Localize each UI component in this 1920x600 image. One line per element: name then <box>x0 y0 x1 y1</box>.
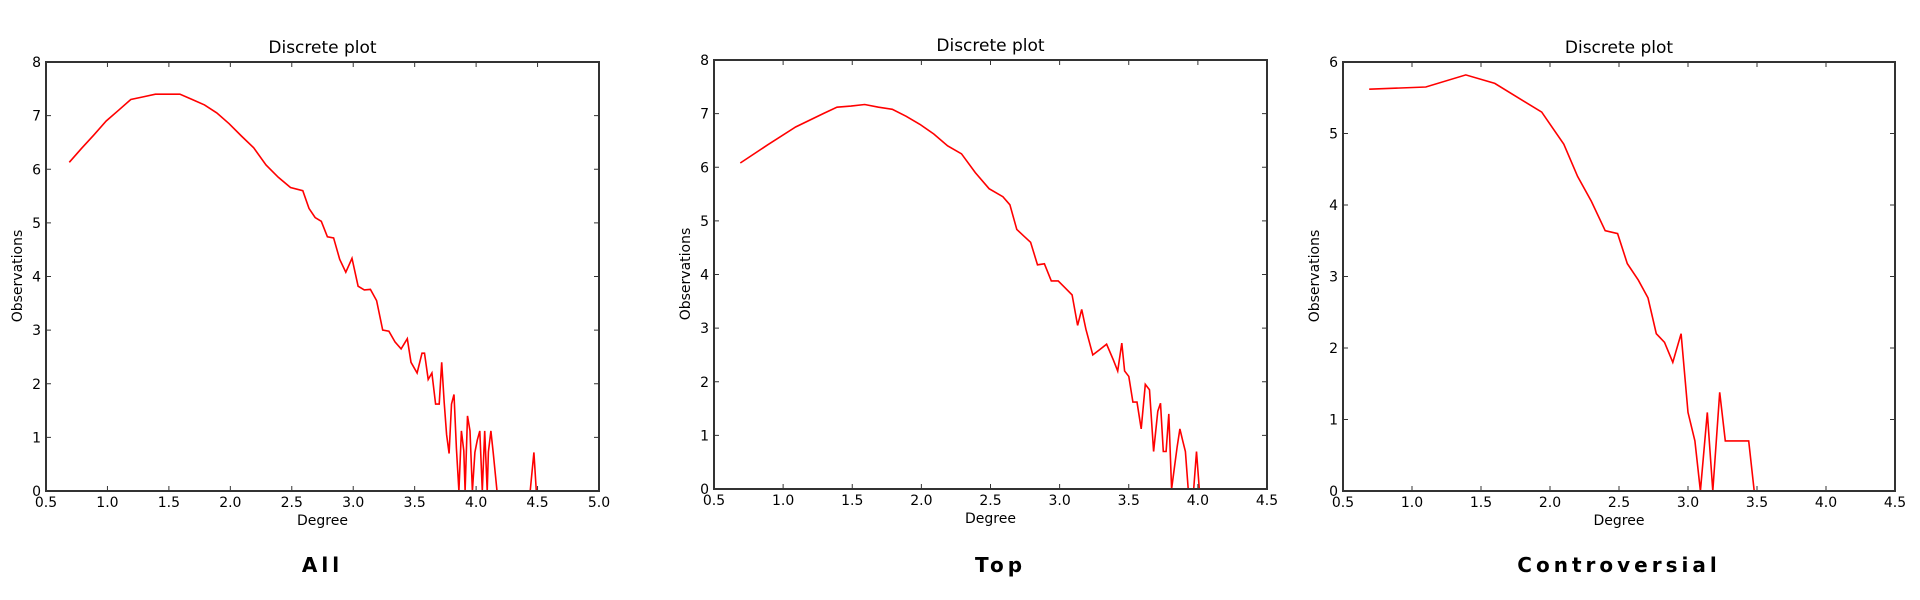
x-tick-label: 0.5 <box>35 495 57 511</box>
x-tick-label: 3.5 <box>1746 495 1768 511</box>
x-tick-label: 4.5 <box>1256 493 1278 509</box>
x-tick-label: 3.0 <box>1048 493 1070 509</box>
y-tick-label: 6 <box>700 160 709 176</box>
y-tick-label: 5 <box>700 214 709 230</box>
x-tick-label: 1.0 <box>96 495 118 511</box>
data-line <box>68 93 599 492</box>
y-tick-label: 4 <box>32 270 41 286</box>
y-tick-label: 1 <box>700 428 709 444</box>
caption-controversial: Controversial <box>1517 553 1721 577</box>
x-tick-label: 3.0 <box>342 495 364 511</box>
y-tick-label: 2 <box>32 377 41 393</box>
x-tick-label: 4.5 <box>526 495 548 511</box>
x-tick-label: 2.0 <box>219 495 241 511</box>
y-tick-label: 1 <box>1329 413 1338 429</box>
y-tick-label: 7 <box>700 107 709 123</box>
x-tick-label: 1.5 <box>1470 495 1492 511</box>
x-axis-label: Degree <box>965 511 1016 527</box>
y-tick-label: 3 <box>32 323 41 339</box>
x-tick-label: 1.5 <box>841 493 863 509</box>
x-tick-label: 4.0 <box>465 495 487 511</box>
y-tick-label: 0 <box>32 484 41 500</box>
y-tick-label: 3 <box>1329 270 1338 286</box>
y-tick-label: 5 <box>1329 127 1338 143</box>
chart-title: Discrete plot <box>1564 38 1674 58</box>
x-axis-label: Degree <box>297 513 348 529</box>
y-tick-label: 4 <box>700 268 709 284</box>
x-tick-label: 1.0 <box>1401 495 1423 511</box>
x-tick-label: 1.5 <box>158 495 180 511</box>
y-tick-label: 2 <box>700 375 709 391</box>
data-line <box>1369 74 1835 492</box>
y-tick-label: 5 <box>32 216 41 232</box>
x-tick-label: 5.0 <box>588 495 610 511</box>
x-tick-label: 0.5 <box>703 493 725 509</box>
x-tick-label: 2.0 <box>910 493 932 509</box>
chart-title: Discrete plot <box>936 36 1045 56</box>
chart-title: Discrete plot <box>268 38 377 58</box>
y-tick-label: 6 <box>32 162 41 178</box>
y-tick-label: 8 <box>700 53 709 69</box>
x-tick-label: 4.0 <box>1815 495 1837 511</box>
y-tick-label: 0 <box>700 482 709 498</box>
x-tick-label: 2.0 <box>1539 495 1561 511</box>
x-tick-label: 0.5 <box>1332 495 1354 511</box>
x-tick-label: 3.5 <box>1118 493 1140 509</box>
chart-panel-all: Discrete plot 0.5 1.0 1.5 2.0 2.5 3.0 3.5 4.0 4.… <box>0 0 640 600</box>
caption-all: All <box>301 553 344 577</box>
plot-area: 0.5 1.0 1.5 2.0 2.5 3.0 3.5 4.0 4.5 0 1 2 3 4 5 6 7 8 <box>700 53 1278 509</box>
x-tick-label: 1.0 <box>772 493 794 509</box>
x-tick-label: 2.5 <box>281 495 303 511</box>
data-line <box>739 103 1252 490</box>
y-tick-label: 2 <box>1329 341 1338 357</box>
y-tick-label: 4 <box>1329 198 1338 214</box>
chart-panel-top: Discrete plot 0.5 1.0 1.5 2.0 2.5 3.0 3.5 4.0 4.… <box>678 36 1278 577</box>
caption-top: Top <box>974 553 1027 577</box>
x-axis-label: Degree <box>1593 513 1645 529</box>
x-tick-label: 3.0 <box>1677 495 1699 511</box>
y-tick-label: 3 <box>700 321 709 337</box>
x-tick-label: 3.5 <box>404 495 426 511</box>
x-tick-label: 2.5 <box>1608 495 1630 511</box>
axes-frame <box>1342 61 1896 492</box>
x-tick-label: 2.5 <box>979 493 1001 509</box>
x-tick-label: 4.5 <box>1884 495 1906 511</box>
y-tick-label: 1 <box>32 430 41 446</box>
x-tick-label: 4.0 <box>1187 493 1209 509</box>
y-axis-label: Observations <box>1307 229 1323 323</box>
y-tick-label: 8 <box>32 55 41 71</box>
y-tick-label: 0 <box>1329 484 1338 500</box>
plot-area: 0.5 1.0 1.5 2.0 2.5 3.0 3.5 4.0 4.5 5.0 0 1 2 3 4 5 6 7 8 <box>32 55 610 511</box>
y-tick-label: 6 <box>1329 55 1338 71</box>
y-tick-label: 7 <box>32 109 41 125</box>
